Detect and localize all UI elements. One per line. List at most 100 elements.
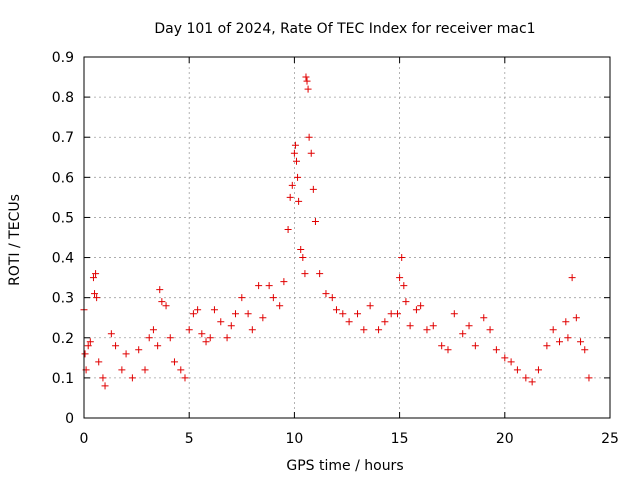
data-point: [156, 286, 164, 294]
data-point: [265, 282, 273, 290]
data-point: [99, 374, 107, 382]
data-point: [465, 322, 473, 330]
data-point: [305, 133, 313, 141]
y-tick-label: 0.1: [52, 371, 74, 387]
data-point: [322, 290, 330, 298]
data-point: [154, 342, 162, 350]
data-point: [568, 274, 576, 282]
data-point: [299, 254, 307, 262]
data-point: [309, 185, 317, 193]
x-tick-label: 15: [391, 431, 409, 447]
data-point: [181, 374, 189, 382]
data-point: [393, 310, 401, 318]
data-point: [91, 290, 99, 298]
data-point: [194, 306, 202, 314]
data-point: [398, 254, 406, 262]
data-point: [86, 338, 94, 346]
data-point: [145, 334, 153, 342]
data-point: [185, 326, 193, 334]
data-points: [80, 73, 593, 390]
data-point: [294, 173, 302, 181]
data-point: [311, 217, 319, 225]
data-point: [295, 197, 303, 205]
y-tick-label: 0: [65, 411, 74, 427]
data-point: [141, 366, 149, 374]
data-point: [429, 322, 437, 330]
data-point: [84, 342, 92, 350]
data-point: [95, 358, 103, 366]
data-point: [387, 310, 395, 318]
y-tick-label: 0.7: [52, 130, 74, 146]
data-point: [288, 181, 296, 189]
data-point: [118, 366, 126, 374]
data-point: [549, 326, 557, 334]
x-tick-label: 20: [496, 431, 514, 447]
y-tick-label: 0.8: [52, 90, 74, 106]
data-point: [293, 157, 301, 165]
data-point: [400, 282, 408, 290]
data-point: [459, 330, 467, 338]
data-point: [360, 326, 368, 334]
data-point: [562, 318, 570, 326]
data-point: [564, 334, 572, 342]
data-point: [122, 350, 130, 358]
data-point: [444, 346, 452, 354]
data-point: [328, 294, 336, 302]
data-point: [307, 149, 315, 157]
data-point: [162, 302, 170, 310]
data-point: [177, 366, 185, 374]
data-point: [572, 314, 580, 322]
data-point: [284, 225, 292, 233]
data-point: [402, 298, 410, 306]
data-point: [210, 306, 218, 314]
data-point: [366, 302, 374, 310]
data-point: [507, 358, 515, 366]
data-point: [297, 246, 305, 254]
data-point: [301, 270, 309, 278]
data-point: [303, 77, 311, 85]
data-point: [304, 85, 312, 93]
data-point: [276, 302, 284, 310]
data-point: [223, 334, 231, 342]
data-point: [101, 382, 109, 390]
data-point: [417, 302, 425, 310]
data-point: [556, 338, 564, 346]
data-point: [396, 274, 404, 282]
data-point: [158, 298, 166, 306]
data-point: [513, 366, 521, 374]
data-point: [286, 193, 294, 201]
y-tick-label: 0.9: [52, 50, 74, 66]
data-point: [170, 358, 178, 366]
data-point: [406, 322, 414, 330]
data-point: [255, 282, 263, 290]
data-point: [206, 334, 214, 342]
data-point: [166, 334, 174, 342]
data-point: [202, 338, 210, 346]
y-axis-label: ROTI / TECUs: [7, 194, 23, 286]
x-tick-label: 10: [285, 431, 303, 447]
data-point: [316, 270, 324, 278]
y-tick-label: 0.3: [52, 291, 74, 307]
data-point: [269, 294, 277, 302]
data-point: [112, 342, 120, 350]
data-point: [248, 326, 256, 334]
data-point: [107, 330, 115, 338]
x-axis-label: GPS time / hours: [286, 458, 403, 474]
data-point: [585, 374, 593, 382]
plot-frame: [83, 56, 611, 419]
axis-ticks: 0 0.1 0.2 0.3 0.4 0.5 0.6 0.7 0.8 0.9 0 5 10 15 20 25: [52, 50, 619, 447]
data-point: [238, 294, 246, 302]
x-tick-label: 5: [185, 431, 194, 447]
data-point: [492, 346, 500, 354]
data-point: [189, 310, 197, 318]
data-point: [81, 350, 89, 358]
data-point: [227, 322, 235, 330]
data-point: [231, 310, 239, 318]
data-point: [471, 342, 479, 350]
data-point: [486, 326, 494, 334]
data-point: [375, 326, 383, 334]
data-point: [259, 314, 267, 322]
data-point: [302, 73, 310, 81]
y-tick-label: 0.6: [52, 170, 74, 186]
data-point: [345, 318, 353, 326]
